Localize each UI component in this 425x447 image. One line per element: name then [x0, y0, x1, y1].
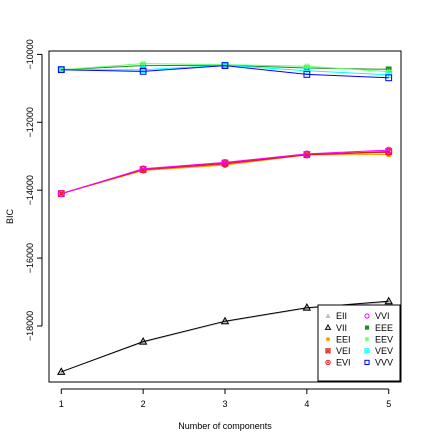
- data-point: [138, 336, 148, 345]
- data-point: [57, 190, 65, 197]
- x-tick-label: 3: [222, 399, 227, 409]
- legend-label: VEI: [336, 346, 351, 356]
- data-point: [140, 60, 147, 67]
- data-point: [364, 325, 370, 330]
- legend-item: VVV: [364, 358, 393, 368]
- data-point: [364, 337, 370, 342]
- series-line: [61, 149, 389, 195]
- x-tick-label: 5: [386, 399, 391, 409]
- series-vei: [57, 148, 393, 197]
- legend-label: EEI: [336, 334, 351, 344]
- data-point: [385, 146, 393, 154]
- y-tick-label: −12000: [25, 107, 35, 137]
- data-point: [325, 313, 331, 318]
- data-point: [139, 67, 147, 75]
- legend-item: EEI: [325, 334, 351, 344]
- data-point: [364, 359, 370, 365]
- legend-item: VEI: [325, 346, 351, 356]
- legend-item: EII: [325, 311, 347, 321]
- legend-item: VVI: [364, 311, 390, 321]
- legend-label: VVV: [375, 358, 393, 368]
- series-eei: [58, 151, 392, 197]
- data-point: [325, 348, 331, 354]
- legend-item: EEV: [364, 334, 393, 344]
- legend-item: VEV: [364, 346, 393, 356]
- series-line: [61, 151, 389, 195]
- y-tick-label: −16000: [25, 243, 35, 273]
- legend-label: VII: [336, 323, 347, 333]
- series-vvi: [57, 146, 393, 197]
- data-point: [302, 303, 312, 311]
- data-point: [325, 359, 331, 366]
- plot-frame: [48, 50, 402, 383]
- x-axis-title: Number of components: [178, 421, 272, 431]
- data-point: [364, 313, 370, 319]
- legend-item: EEE: [364, 323, 393, 333]
- legend-item: EVI: [325, 358, 351, 368]
- data-point: [303, 150, 311, 158]
- data-point: [221, 62, 229, 69]
- y-axis-title: BIC: [5, 209, 15, 225]
- data-point: [385, 74, 393, 82]
- x-axis: 1 2 3 4 5: [59, 388, 391, 409]
- data-point: [325, 337, 331, 342]
- data-point: [57, 367, 66, 375]
- data-point: [303, 71, 311, 78]
- legend-label: EII: [336, 311, 347, 321]
- legend-label: EVI: [336, 358, 351, 368]
- data-point: [324, 323, 332, 330]
- data-point: [385, 66, 392, 73]
- data-point: [384, 296, 393, 305]
- y-tick-label: −10000: [25, 39, 35, 69]
- legend-label: EEV: [375, 334, 393, 344]
- y-tick-label: −18000: [25, 311, 35, 341]
- x-tick-label: 4: [304, 399, 309, 409]
- legend-box: [317, 304, 401, 382]
- legend-label: VVI: [375, 311, 390, 321]
- data-point: [303, 67, 311, 75]
- legend-label: EEE: [375, 323, 393, 333]
- data-point: [57, 66, 65, 74]
- data-point: [364, 348, 370, 354]
- data-point: [220, 316, 230, 325]
- x-tick-label: 2: [141, 399, 146, 409]
- x-tick-label: 1: [59, 399, 64, 409]
- y-tick-label: −14000: [25, 175, 35, 205]
- data-point: [140, 62, 147, 69]
- y-axis: −18000 −16000 −14000 −12000 −10000: [25, 39, 43, 341]
- series-line: [61, 151, 389, 195]
- legend-label: VEV: [375, 346, 393, 356]
- data-point: [139, 165, 147, 173]
- data-point: [221, 158, 229, 166]
- series-vvv: [57, 62, 393, 82]
- legend-item: VII: [324, 323, 347, 333]
- series-evi: [57, 148, 393, 198]
- series-line: [61, 65, 389, 79]
